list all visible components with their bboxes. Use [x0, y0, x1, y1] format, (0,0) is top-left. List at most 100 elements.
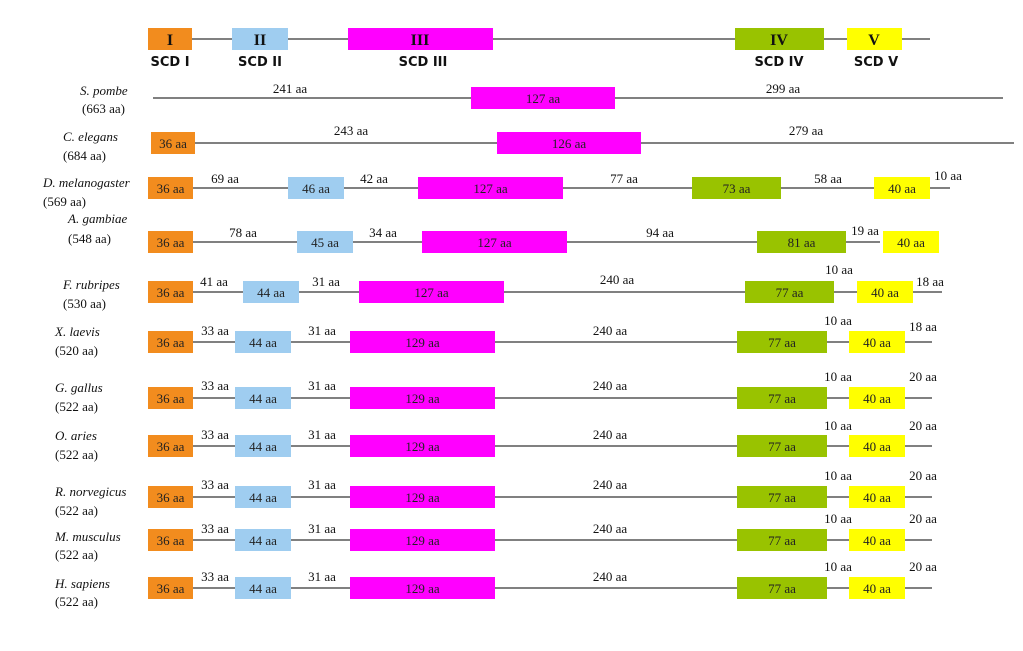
domain-length-label: 44 aa: [257, 285, 285, 300]
species-rows: S. pombe (663 aa) 241 aa 127 aa 299 aa C. ele…: [42, 81, 1014, 609]
domain-box-scd-iv: [745, 281, 834, 303]
species-row: G. gallus (522 aa) 36 aa 33 aa 44 aa 31 aa 129…: [55, 369, 937, 414]
linker-length-label: 240 aa: [593, 323, 628, 338]
species-length-r-norvegicus: (522 aa): [55, 503, 98, 518]
species-row: M. musculus (522 aa) 36 aa 33 aa 44 aa 31 aa 1…: [54, 511, 937, 562]
species-row: C. elegans (684 aa) 36 aa 243 aa 126 aa 279 a…: [63, 123, 1014, 163]
species-row: F. rubripes (530 aa) 36 aa 41 aa 44 aa 31 aa 1…: [62, 262, 944, 311]
linker-length-label: 240 aa: [600, 272, 635, 287]
domain-box-scd-i: [148, 486, 193, 508]
domain-length-label: 44 aa: [249, 439, 277, 454]
linker-length-label: 33 aa: [201, 477, 229, 492]
domain-length-label: 77 aa: [768, 439, 796, 454]
domain-length-label: 36 aa: [157, 285, 185, 300]
domain-box-scd-iii: [350, 529, 495, 551]
legend-box-iii: [348, 28, 493, 50]
linker-length-label: 94 aa: [646, 225, 674, 240]
domain-box-scd-ii: [235, 331, 291, 353]
domain-box-scd-iii: [350, 387, 495, 409]
domain-box-scd-iii: [350, 331, 495, 353]
linker-length-label: 31 aa: [308, 477, 336, 492]
linker-length-label: 19 aa: [851, 223, 879, 238]
species-name-o-aries: O. aries: [55, 428, 97, 443]
linker-length-label: 31 aa: [308, 521, 336, 536]
domain-box-scd-ii: [288, 177, 344, 199]
linker-length-label: 41 aa: [200, 274, 228, 289]
linker-length-label: 20 aa: [909, 559, 937, 574]
species-length-m-musculus: (522 aa): [55, 547, 98, 562]
species-name-r-norvegicus: R. norvegicus: [54, 484, 126, 499]
domain-length-label: 40 aa: [863, 439, 891, 454]
domain-length-label: 127 aa: [477, 235, 512, 250]
linker-length-label: 33 aa: [201, 521, 229, 536]
linker-length-label: 10 aa: [824, 313, 852, 328]
legend-box-ii: [232, 28, 288, 50]
domain-length-label: 45 aa: [311, 235, 339, 250]
domain-length-label: 129 aa: [405, 391, 440, 406]
domain-length-label: 77 aa: [768, 335, 796, 350]
legend-roman-v: V: [868, 32, 880, 49]
linker-length-label: 33 aa: [201, 569, 229, 584]
domain-box-scd-i: [148, 435, 193, 457]
linker-length-label: 31 aa: [308, 323, 336, 338]
linker-length-label: 241 aa: [273, 81, 308, 96]
domain-length-label: 77 aa: [776, 285, 804, 300]
linker-length-label: 69 aa: [211, 171, 239, 186]
domain-length-label: 40 aa: [863, 581, 891, 596]
domain-length-label: 44 aa: [249, 335, 277, 350]
linker-length-label: 18 aa: [909, 319, 937, 334]
domain-length-label: 36 aa: [157, 181, 185, 196]
species-row: S. pombe (663 aa) 241 aa 127 aa 299 aa: [80, 81, 1003, 116]
species-row: A. gambiae (548 aa) 36 aa 78 aa 45 aa 34 aa 12…: [67, 211, 939, 253]
domain-length-label: 40 aa: [863, 490, 891, 505]
linker-length-label: 34 aa: [369, 225, 397, 240]
linker-length-label: 33 aa: [201, 427, 229, 442]
species-length-s-pombe: (663 aa): [82, 101, 125, 116]
domain-length-label: 40 aa: [871, 285, 899, 300]
legend-label-iv: SCD IV: [754, 55, 803, 70]
domain-length-label: 44 aa: [249, 533, 277, 548]
linker-length-label: 10 aa: [824, 468, 852, 483]
domain-box-scd-iv: [692, 177, 781, 199]
legend-box-i: [148, 28, 192, 50]
domain-box-scd-iii: [350, 577, 495, 599]
domain-box-scd-iii: [359, 281, 504, 303]
domain-box-scd-v: [849, 486, 905, 508]
domain-box-scd-iii: [422, 231, 567, 253]
linker-length-label: 240 aa: [593, 477, 628, 492]
species-name-c-elegans: C. elegans: [63, 129, 118, 144]
species-row: R. norvegicus (522 aa) 36 aa 33 aa 44 aa 31 a…: [54, 468, 937, 518]
domain-length-label: 36 aa: [157, 235, 185, 250]
domain-box-scd-i: [148, 529, 193, 551]
domain-length-label: 44 aa: [249, 490, 277, 505]
species-length-d-melanogaster: (569 aa): [43, 194, 86, 209]
domain-box-scd-i: [148, 577, 193, 599]
domain-box-scd-v: [874, 177, 930, 199]
domain-box-scd-i: [148, 231, 193, 253]
legend-label-i: SCD I: [150, 55, 189, 70]
domain-box-scd-v: [849, 331, 905, 353]
linker-length-label: 10 aa: [824, 418, 852, 433]
species-length-g-gallus: (522 aa): [55, 399, 98, 414]
domain-box-scd-v: [849, 435, 905, 457]
domain-box-scd-iv: [737, 529, 827, 551]
domain-box-scd-v: [849, 529, 905, 551]
domain-box-scd-iii: [418, 177, 563, 199]
legend-box-v: [847, 28, 902, 50]
species-length-o-aries: (522 aa): [55, 447, 98, 462]
domain-box-scd-iii: [497, 132, 641, 154]
domain-length-label: 36 aa: [159, 136, 187, 151]
domain-length-label: 129 aa: [405, 439, 440, 454]
legend-roman-iii: III: [411, 32, 430, 49]
domain-length-label: 40 aa: [863, 335, 891, 350]
linker-length-label: 20 aa: [909, 418, 937, 433]
domain-box-scd-i: [148, 281, 193, 303]
domain-box-scd-i: [151, 132, 195, 154]
linker-length-label: 77 aa: [610, 171, 638, 186]
legend-roman-iv: IV: [770, 32, 788, 49]
domain-length-label: 126 aa: [552, 136, 587, 151]
species-length-f-rubripes: (530 aa): [63, 296, 106, 311]
linker-length-label: 10 aa: [825, 262, 853, 277]
legend-roman-i: I: [167, 32, 173, 49]
